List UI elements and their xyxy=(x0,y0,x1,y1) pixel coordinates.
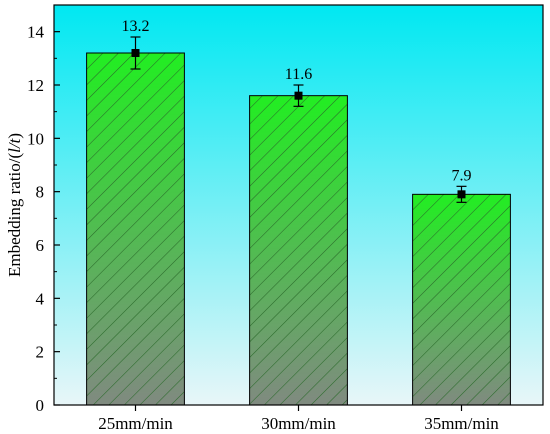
mean-marker-35mm/min xyxy=(457,190,466,199)
error-bars xyxy=(130,36,467,203)
x-tick-label-35mm/min: 35mm/min xyxy=(424,414,499,433)
y-axis-label: Embedding ratio/(l/t) xyxy=(5,133,24,277)
y-tick-label-6: 6 xyxy=(36,236,45,255)
x-axis: 25mm/min 30mm/min 35mm/min xyxy=(98,405,499,433)
y-tick-label-0: 0 xyxy=(36,396,45,415)
data-label-35mm/min: 7.9 xyxy=(452,167,472,184)
bar-hatch-25mm/min xyxy=(86,53,185,405)
y-axis: 0 2 4 6 8 10 12 14 xyxy=(27,23,60,415)
y-tick-label-8: 8 xyxy=(36,183,45,202)
bar-hatch-35mm/min xyxy=(412,194,511,405)
data-labels: 13.2 11.6 7.9 xyxy=(122,18,472,184)
bars xyxy=(86,52,511,406)
y-tick-label-2: 2 xyxy=(36,343,45,362)
y-tick-label-4: 4 xyxy=(36,289,45,308)
mean-marker-25mm/min xyxy=(131,49,140,57)
y-tick-label-14: 14 xyxy=(27,23,45,42)
x-tick-label-30mm/min: 30mm/min xyxy=(261,414,336,433)
x-tick-label-25mm/min: 25mm/min xyxy=(98,414,173,433)
bar-hatch-30mm/min xyxy=(249,95,348,406)
y-tick-label-10: 10 xyxy=(27,129,44,148)
mean-marker-30mm/min xyxy=(294,91,303,100)
y-tick-label-12: 12 xyxy=(27,76,44,95)
data-label-30mm/min: 11.6 xyxy=(285,66,312,83)
data-label-25mm/min: 13.2 xyxy=(122,18,150,35)
